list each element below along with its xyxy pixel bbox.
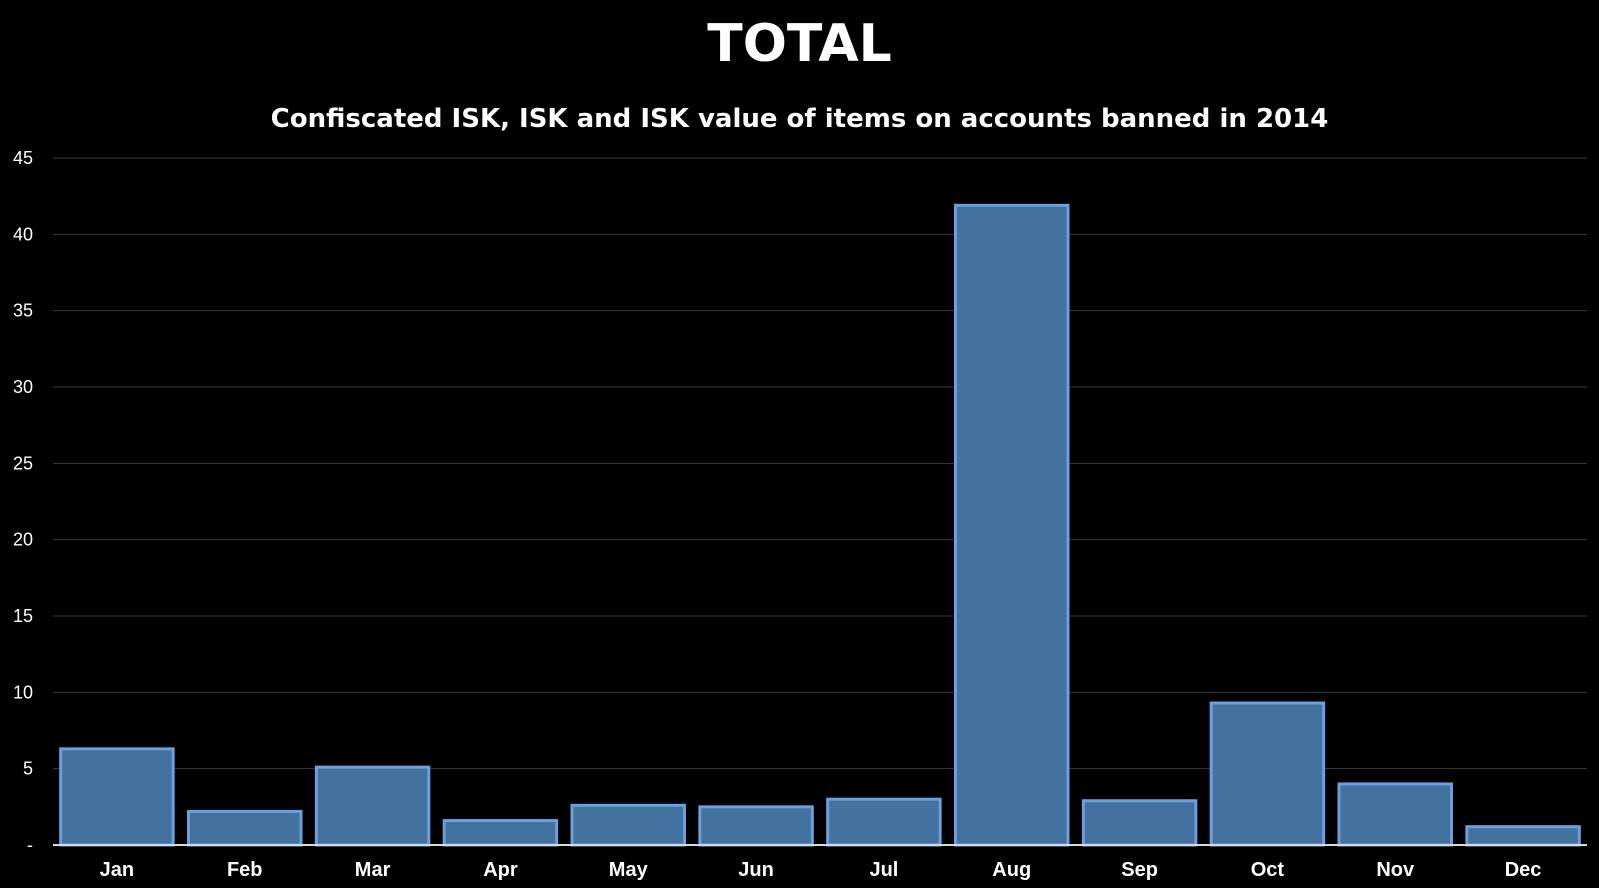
chart-subtitle: Confiscated ISK, ISK and ISK value of it…: [270, 104, 1329, 134]
y-tick-label: 5: [23, 759, 33, 779]
y-tick-label: 10: [13, 682, 33, 702]
y-tick-label: -: [27, 835, 33, 855]
bar-jun: [698, 805, 814, 847]
gridlines: [53, 157, 1587, 770]
bar-oct: [1209, 701, 1326, 847]
bar-mar: [314, 765, 431, 847]
y-tick-label: 30: [13, 377, 33, 397]
x-tick-label-may: May: [609, 859, 649, 881]
x-tick-label-apr: Apr: [483, 859, 518, 881]
y-tick-label: 45: [13, 148, 33, 168]
bar-sep: [1081, 799, 1198, 847]
bar-jan: [59, 747, 175, 847]
x-tick-label-jul: Jul: [869, 859, 898, 881]
bars: [59, 203, 1581, 847]
bar-feb: [187, 809, 303, 847]
y-axis: - 5 10 15 20 25 30 35 40 45: [13, 148, 33, 855]
x-tick-label-aug: Aug: [992, 859, 1031, 881]
x-tick-label-jan: Jan: [100, 859, 134, 881]
x-tick-label-jun: Jun: [738, 859, 774, 881]
y-tick-label: 15: [13, 606, 33, 626]
y-tick-label: 40: [13, 224, 33, 244]
bar-aug: [954, 203, 1070, 847]
x-tick-label-sep: Sep: [1121, 859, 1158, 881]
bar-may: [570, 803, 686, 847]
chart-title: TOTAL: [707, 14, 892, 74]
x-axis: Jan Feb Mar Apr May Jun Jul Aug Sep Oct Nov Dec: [53, 844, 1587, 881]
bar-apr: [442, 819, 559, 847]
y-tick-label: 25: [13, 453, 33, 473]
bar-jul: [826, 797, 942, 847]
bar-dec: [1465, 825, 1581, 847]
x-tick-label-nov: Nov: [1376, 859, 1415, 881]
y-tick-label: 35: [13, 301, 33, 321]
x-tick-label-feb: Feb: [227, 859, 263, 881]
x-tick-label-mar: Mar: [355, 859, 391, 881]
x-tick-label-dec: Dec: [1505, 859, 1542, 881]
x-tick-label-oct: Oct: [1251, 859, 1285, 881]
bar-nov: [1337, 782, 1453, 847]
y-tick-label: 20: [13, 530, 33, 550]
